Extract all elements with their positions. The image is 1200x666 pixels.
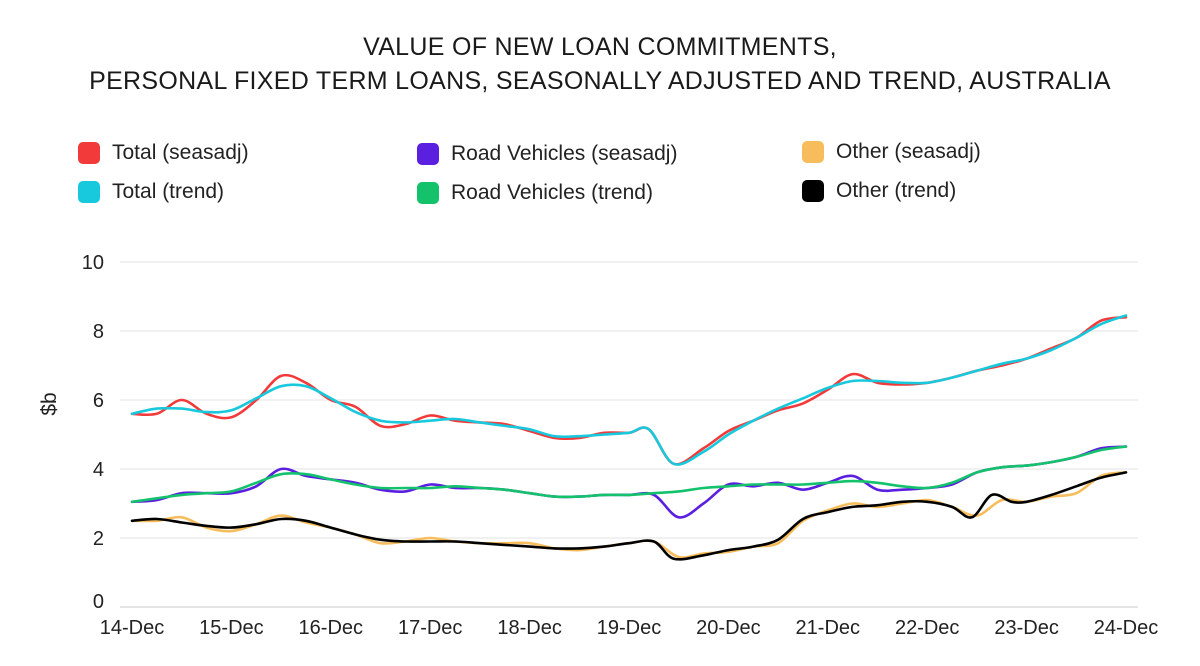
x-tick-label: 19-Dec <box>597 617 661 639</box>
legend-swatch-other-seasadj <box>802 141 824 163</box>
x-tick-label: 17-Dec <box>398 617 462 639</box>
grid-lines <box>120 261 1138 608</box>
legend-label-total-seasadj: Total (seasadj) <box>112 141 249 164</box>
y-axis-ticks: 0 2 4 6 8 10 <box>82 252 104 613</box>
y-tick-label: 4 <box>93 459 104 481</box>
x-tick-label: 22-Dec <box>895 617 959 639</box>
legend-swatch-road-vehicles-seasadj <box>417 143 439 165</box>
legend-label-total-trend: Total (trend) <box>112 180 225 203</box>
y-tick-label: 6 <box>93 390 104 412</box>
legend-swatch-total-trend <box>78 181 100 203</box>
legend-item-road-vehicles-seasadj: Road Vehicles (seasadj) <box>417 142 677 166</box>
x-tick-label: 23-Dec <box>994 617 1058 639</box>
x-tick-label: 21-Dec <box>796 617 860 639</box>
y-tick-label: 2 <box>93 528 104 550</box>
legend-swatch-road-vehicles-trend <box>417 182 439 204</box>
legend-item-other-trend: Other (trend) <box>802 179 956 203</box>
legend-swatch-total-seasadj <box>78 142 100 164</box>
chart-title-line-2: PERSONAL FIXED TERM LOANS, SEASONALLY AD… <box>89 67 1111 95</box>
series-line-road-vehicles-trend <box>130 445 1128 504</box>
legend-item-road-vehicles-trend: Road Vehicles (trend) <box>417 181 653 205</box>
legend-label-road-vehicles-trend: Road Vehicles (trend) <box>451 181 653 204</box>
y-axis-label: $b <box>38 392 61 415</box>
legend-label-other-trend: Other (trend) <box>836 179 957 202</box>
legend-item-total-seasadj: Total (seasadj) <box>78 141 249 165</box>
chart-title-line-1: VALUE OF NEW LOAN COMMITMENTS, <box>363 33 837 61</box>
series-lines <box>130 314 1128 561</box>
chart-title: VALUE OF NEW LOAN COMMITMENTS, PERSONAL … <box>0 30 1200 98</box>
legend-label-other-seasadj: Other (seasadj) <box>836 140 981 163</box>
x-tick-label: 20-Dec <box>696 617 760 639</box>
x-tick-label: 14-Dec <box>100 617 164 639</box>
series-line-total-seasadj <box>130 315 1128 466</box>
y-tick-label: 0 <box>93 591 104 613</box>
y-tick-label: 10 <box>82 252 104 274</box>
x-tick-label: 15-Dec <box>199 617 263 639</box>
legend-label-road-vehicles-seasadj: Road Vehicles (seasadj) <box>451 142 678 165</box>
series-line-total-trend <box>130 314 1128 466</box>
legend-item-other-seasadj: Other (seasadj) <box>802 140 981 164</box>
legend-item-total-trend: Total (trend) <box>78 180 224 204</box>
series-line-road-vehicles-seasadj <box>130 445 1128 519</box>
x-tick-label: 24-Dec <box>1094 617 1158 639</box>
x-axis-ticks: 14-Dec 15-Dec 16-Dec 17-Dec 18-Dec 19-Dec 20-D… <box>100 617 1158 639</box>
y-tick-label: 8 <box>93 321 104 343</box>
x-tick-label: 16-Dec <box>299 617 363 639</box>
x-tick-label: 18-Dec <box>497 617 561 639</box>
chart-legend: Total (seasadj) Total (trend) Road Vehic… <box>0 0 1200 220</box>
series-line-other-trend <box>130 471 1128 561</box>
legend-swatch-other-trend <box>802 180 824 202</box>
